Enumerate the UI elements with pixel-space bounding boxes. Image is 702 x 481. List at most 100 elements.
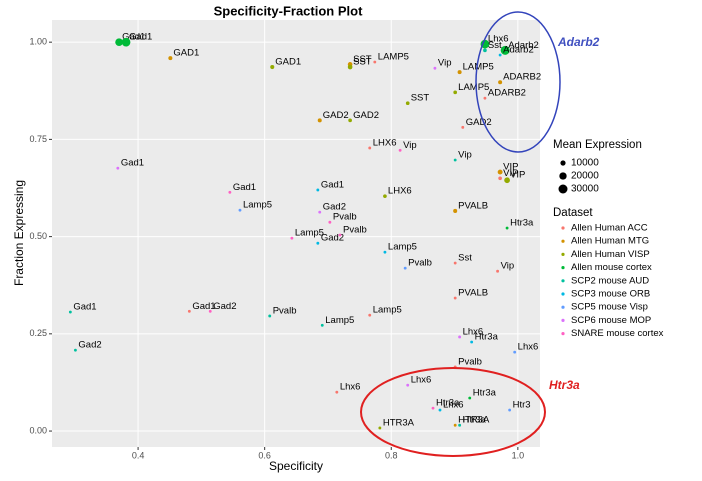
point-label: Lamp5 xyxy=(243,200,272,211)
point-label: SST xyxy=(353,57,372,68)
y-tick-label: 0.75 xyxy=(29,134,47,144)
point xyxy=(168,56,173,61)
point-label: Sst xyxy=(458,253,472,264)
point xyxy=(470,340,474,344)
point-label: Gad2 xyxy=(321,233,344,244)
point-label: Gad2 xyxy=(78,340,101,351)
point-label: Gad1 xyxy=(192,301,215,312)
point xyxy=(116,166,120,170)
point xyxy=(320,323,324,327)
point xyxy=(73,348,77,352)
point xyxy=(453,90,458,95)
point-label: Lhx6 xyxy=(411,375,432,386)
marks: LAMP5 GAD2 ADARB2 VIP LHX6 Sst Vip PVALB Lamp5 Pv… xyxy=(68,32,541,430)
point xyxy=(318,210,322,214)
legend-swatch xyxy=(561,279,565,283)
y-tick-label: 0.25 xyxy=(29,328,47,338)
point xyxy=(457,70,462,75)
point-label: Pvalb xyxy=(458,356,482,367)
point xyxy=(504,177,510,184)
point xyxy=(453,208,458,213)
legend-label: SCP5 mouse Visp xyxy=(571,302,648,313)
point xyxy=(348,118,352,123)
point-label: PVALB xyxy=(458,288,488,299)
size-legend-label: 20000 xyxy=(571,171,599,182)
point-label: Gad1 xyxy=(122,32,145,43)
point-label: Htr3a xyxy=(473,388,497,399)
point xyxy=(431,406,435,410)
point xyxy=(208,309,212,313)
point xyxy=(187,309,191,313)
size-legend-label: 30000 xyxy=(571,184,599,195)
point-label: VIP xyxy=(510,170,525,181)
point-label: ADARB2 xyxy=(488,88,526,99)
legend-label: Allen Human MTG xyxy=(571,236,649,247)
point-label: Lhx6 xyxy=(488,34,509,45)
point-label: Htr3a xyxy=(436,398,460,409)
y-tick-label: 0.00 xyxy=(29,425,47,435)
legend-swatch xyxy=(561,239,565,243)
point-label: Lhx6 xyxy=(463,326,484,337)
point xyxy=(498,80,503,85)
point xyxy=(68,310,72,314)
x-tick-label: 1.0 xyxy=(512,450,525,460)
point xyxy=(468,396,472,400)
point xyxy=(268,314,272,318)
point xyxy=(398,148,402,152)
chart-title: Specificity-Fraction Plot xyxy=(214,3,363,18)
point-label: HTR3A xyxy=(458,415,490,426)
point xyxy=(347,64,353,70)
legend-swatch xyxy=(561,332,565,336)
point xyxy=(328,220,332,224)
point-label: PVALB xyxy=(458,200,488,211)
legend-label: SNARE mouse cortex xyxy=(571,328,664,339)
point xyxy=(338,233,342,237)
legend-swatch xyxy=(561,266,565,270)
point xyxy=(461,125,465,129)
point xyxy=(497,169,503,175)
point xyxy=(270,65,275,70)
point xyxy=(508,408,512,412)
point-label: LAMP5 xyxy=(378,52,409,63)
point-label: ADARB2 xyxy=(503,72,541,83)
point-label: GAD1 xyxy=(275,57,301,68)
point-label: Htr3a xyxy=(510,218,534,229)
point xyxy=(383,250,387,254)
point xyxy=(378,426,382,430)
point xyxy=(453,296,457,300)
point-label: Gad1 xyxy=(321,179,344,190)
point-label: LHX6 xyxy=(388,186,412,197)
point xyxy=(483,96,487,100)
point xyxy=(433,66,437,70)
point-label: VIP xyxy=(503,168,518,179)
point xyxy=(458,423,462,427)
point xyxy=(368,146,372,150)
point-label: Pvalb xyxy=(408,258,432,269)
point-label: Pvalb xyxy=(273,305,297,316)
point xyxy=(316,241,320,245)
point-label: Gad2 xyxy=(213,301,236,312)
legend-label: SCP2 mouse AUD xyxy=(571,275,649,286)
y-tick-label: 1.00 xyxy=(29,37,47,47)
x-tick-label: 0.6 xyxy=(258,450,271,460)
size-legend-label: 10000 xyxy=(571,158,599,169)
point-label: Gad1 xyxy=(121,158,144,169)
legend-label: SCP3 mouse ORB xyxy=(571,289,650,300)
point-label: Vip xyxy=(403,140,417,151)
legend-label: SCP6 mouse MOP xyxy=(571,315,651,326)
point xyxy=(483,48,487,53)
point xyxy=(121,37,131,47)
point xyxy=(498,176,502,181)
point-label: Adarb2 xyxy=(508,40,539,51)
point xyxy=(317,118,322,123)
point xyxy=(115,38,123,47)
point-label: Gad1 xyxy=(129,32,152,43)
legend-title: Dataset xyxy=(553,207,593,219)
legend-swatch xyxy=(561,226,565,230)
legend-swatch xyxy=(561,305,565,309)
legend-label: Allen Human VISP xyxy=(571,249,650,260)
point-label: SST xyxy=(411,93,430,104)
annotation: Adarb2 xyxy=(557,35,600,49)
y-tick-label: 0.50 xyxy=(29,231,47,241)
